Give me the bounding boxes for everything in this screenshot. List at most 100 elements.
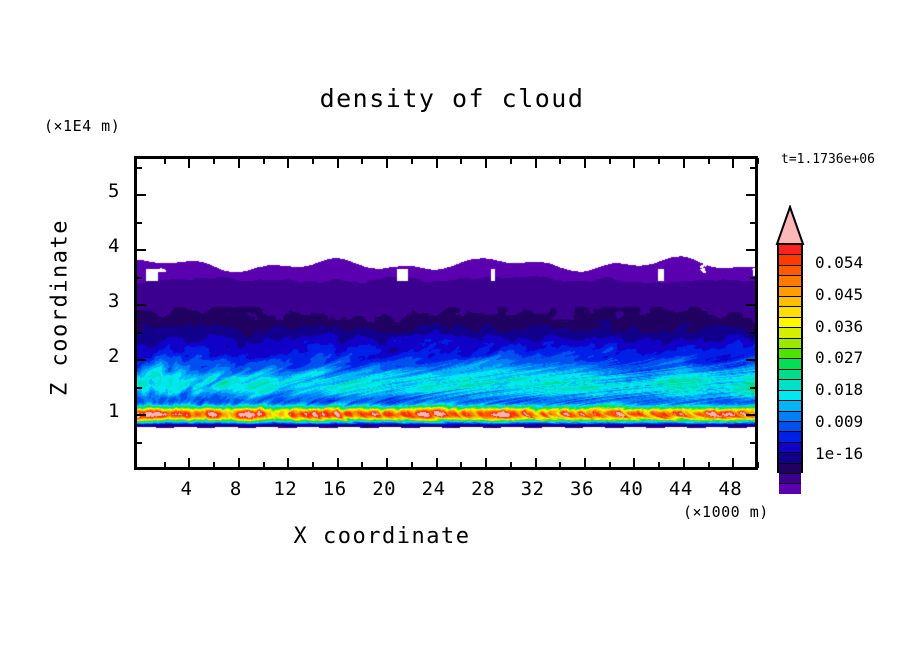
x-axis-major-tick-top [336,158,339,168]
colorbar-color-cell [779,275,801,286]
y-axis-minor-tick [136,166,142,169]
x-axis-minor-tick-top [608,158,611,164]
y-axis-minor-tick [136,276,142,279]
x-axis-major-tick [237,458,240,468]
colorbar-color-cell [779,254,801,265]
x-axis-minor-tick [410,462,413,468]
colorbar-color-cell [779,368,801,380]
y-axis-minor-tick-right [750,276,756,279]
plot-area [134,156,759,470]
x-axis-major-tick-top [287,158,290,168]
colorbar: 0.054 0.045 0.036 0.027 0.018 0.009 1e-16 [775,205,863,494]
y-axis-tick-label: 4 [108,235,120,257]
x-axis-major-tick [287,458,290,468]
x-axis-minor-tick [262,462,265,468]
x-axis-major-tick-top [682,158,685,168]
colorbar-tick-label: 0.054 [815,253,864,272]
y-axis-minor-tick [136,221,142,224]
x-axis-minor-tick [608,462,611,468]
x-axis-tick-label: 16 [322,478,347,500]
x-axis-tick-label: 40 [619,478,644,500]
x-axis-major-tick [485,458,488,468]
x-axis-minor-tick-top [410,158,413,164]
colorbar-color-cell [779,441,801,453]
colorbar-color-cell [779,389,801,401]
x-axis-tick-label: 44 [668,478,693,500]
colorbar-color-cell [779,462,801,473]
colorbar-color-cell [779,420,801,432]
x-axis-major-tick-top [188,158,191,168]
colorbar-color-cell [779,483,801,494]
x-axis-minor-tick-top [312,158,315,164]
x-axis-minor-tick [658,462,661,468]
x-axis-minor-tick [460,462,463,468]
y-axis-major-tick [136,359,146,361]
colorbar-color-cell [779,316,801,328]
x-axis-major-tick-top [534,158,537,168]
colorbar-tick-label: 1e-16 [815,443,864,463]
x-axis-major-tick [386,458,389,468]
x-axis-minor-tick [361,462,364,468]
colorbar-color-cell [779,296,801,307]
y-axis-major-tick [136,249,146,251]
y-axis-title: Z coordinate [47,219,73,396]
colorbar-color-cell [779,327,801,338]
colorbar-tick-label: 0.027 [815,348,864,368]
x-axis-minor-tick [312,462,315,468]
y-axis-major-tick [136,414,146,416]
x-axis-major-tick-top [583,158,586,168]
y-axis-minor-tick-right [750,221,756,224]
x-axis-tick-label: 28 [471,478,496,500]
y-axis-major-tick-right [746,414,756,416]
x-axis-minor-tick-top [262,158,265,164]
x-axis-unit-label: (×1000 m) [683,503,769,521]
x-axis-minor-tick-top [658,158,661,164]
x-axis-major-tick-top [386,158,389,168]
colorbar-tick-label: 0.045 [815,284,864,304]
x-axis-major-tick [188,458,191,468]
x-axis-minor-tick-top [757,158,759,164]
y-axis-minor-tick [136,331,142,334]
y-axis-minor-tick [136,386,142,389]
x-axis-minor-tick-top [559,158,562,164]
x-axis-tick-label: 36 [570,478,594,500]
colorbar-color-cell [779,452,801,463]
x-axis-tick-label: 8 [229,478,242,500]
y-axis-major-tick [136,194,146,196]
x-axis-major-tick-top [237,158,240,168]
x-axis-major-tick-top [633,158,636,168]
x-axis-tick-label: 48 [718,478,743,500]
colorbar-color-cell [779,348,801,359]
colorbar-color-cell [779,264,801,276]
colorbar-color-cell [779,285,801,297]
x-axis-minor-tick-top [163,158,166,164]
y-axis-minor-tick-right [750,441,756,444]
time-stamp-label: t=1.1736e+06 [781,152,875,167]
colorbar-gradient [777,243,803,494]
y-axis-tick-label: 1 [108,400,120,422]
y-axis-major-tick-right [746,194,756,196]
x-axis-major-tick [534,458,537,468]
colorbar-color-cell [779,400,801,411]
x-axis-minor-tick-top [361,158,364,164]
x-axis-minor-tick-top [213,158,216,164]
y-axis-tick-label: 3 [108,290,120,312]
x-axis-minor-tick [559,462,562,468]
colorbar-color-cell [779,358,801,369]
x-axis-tick-label: 12 [273,478,298,500]
x-axis-major-tick [732,458,735,468]
x-axis-title-text: X coordinate [293,524,471,549]
colorbar-tick-label: 0.018 [815,380,864,400]
y-axis-minor-tick [136,441,142,444]
x-axis-minor-tick [163,462,166,468]
colorbar-color-cell [779,306,801,317]
x-axis-minor-tick [707,462,710,468]
x-axis-major-tick-top [485,158,488,168]
x-axis-major-tick [336,458,339,468]
x-axis-title: X coordinate [0,524,904,549]
y-axis-tick-label: 5 [108,180,120,202]
x-axis-tick-label: 32 [520,478,545,500]
colorbar-tick-label: 0.009 [815,412,864,431]
x-axis-minor-tick [509,462,512,468]
y-axis-minor-tick-right [750,331,756,334]
